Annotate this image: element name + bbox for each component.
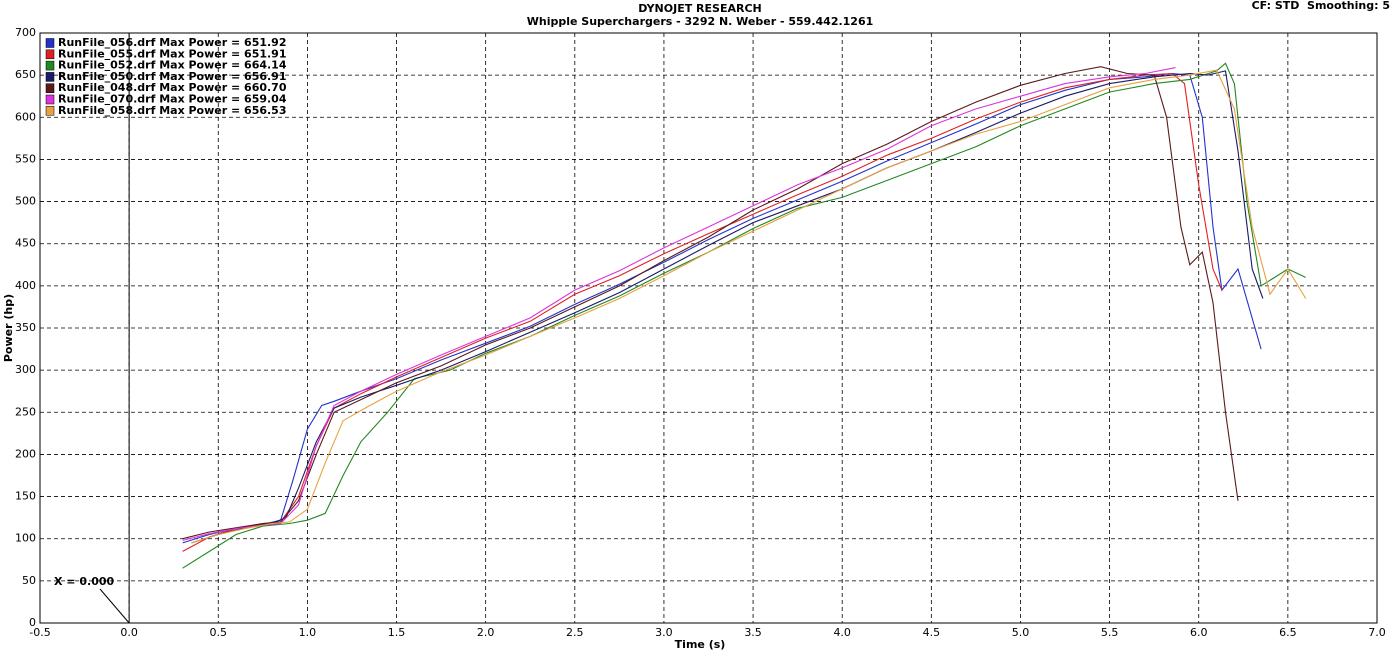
legend-label: RunFile_056.drf Max Power = 651.92 — [58, 36, 287, 49]
x-axis-label: Time (s) — [675, 638, 726, 651]
x-tick-label: 4.5 — [923, 626, 941, 639]
legend-label: RunFile_070.drf Max Power = 659.04 — [58, 93, 287, 106]
legend-swatch — [45, 72, 55, 82]
legend-swatch — [45, 60, 55, 71]
legend-swatch — [45, 49, 55, 60]
legend-label: RunFile_050.drf Max Power = 656.91 — [58, 70, 287, 83]
x-tick-label: 6.5 — [1279, 626, 1297, 639]
x-tick-label: 3.0 — [655, 626, 673, 639]
y-tick-label: 700 — [15, 26, 36, 39]
chart-title: DYNOJET RESEARCH — [638, 2, 761, 15]
x-tick-label: 5.5 — [1101, 626, 1119, 639]
y-tick-label: 150 — [15, 490, 36, 503]
series-line — [182, 66, 1239, 540]
legend-label: RunFile_058.drf Max Power = 656.53 — [58, 104, 287, 117]
x-tick-label: 3.5 — [744, 626, 762, 639]
y-tick-label: 450 — [15, 237, 36, 250]
y-tick-label: 0 — [29, 616, 36, 629]
annotation: X = 0.000 — [54, 575, 114, 588]
plot-border — [39, 32, 1378, 624]
legend-label: RunFile_052.drf Max Power = 664.14 — [58, 59, 287, 72]
y-tick-label: 200 — [15, 447, 36, 460]
series-line — [182, 72, 1223, 552]
x-tick-label: 0.5 — [210, 626, 228, 639]
y-tick-label: 400 — [15, 279, 36, 292]
x-tick-label: 1.0 — [299, 626, 317, 639]
y-tick-label: 50 — [22, 574, 36, 587]
chart-subtitle: Whipple Superchargers - 3292 N. Weber - … — [527, 15, 874, 28]
legend-label: RunFile_048.drf Max Power = 660.70 — [58, 81, 287, 94]
legend-swatch — [45, 38, 55, 48]
y-tick-label: 300 — [15, 363, 36, 376]
x-tick-label: 4.0 — [833, 626, 851, 639]
x-tick-label: 0.0 — [120, 626, 138, 639]
y-tick-label: 600 — [15, 110, 36, 123]
x-tick-label: 2.0 — [477, 626, 495, 639]
legend-swatch — [45, 106, 55, 116]
series-line — [191, 70, 1264, 544]
y-tick-label: 250 — [15, 405, 36, 418]
y-tick-label: 100 — [15, 532, 36, 545]
x-tick-label: 7.0 — [1368, 626, 1386, 639]
y-tick-label: 550 — [15, 152, 36, 165]
legend-label: RunFile_055.drf Max Power = 651.91 — [58, 47, 287, 60]
x-tick-label: 5.0 — [1012, 626, 1030, 639]
x-tick-label: -0.5 — [29, 626, 50, 639]
legend-swatch — [45, 94, 55, 105]
series-line — [191, 69, 1307, 544]
series-line — [182, 72, 1262, 544]
corner-note: CF: STD Smoothing: 5 — [1252, 0, 1390, 12]
y-tick-label: 650 — [15, 68, 36, 81]
y-tick-label: 350 — [15, 321, 36, 334]
series-line — [182, 67, 1176, 541]
x-tick-label: 6.0 — [1190, 626, 1208, 639]
y-tick-label: 500 — [15, 195, 36, 208]
x-tick-label: 2.5 — [566, 626, 584, 639]
legend-swatch — [45, 83, 55, 93]
series-line — [182, 62, 1306, 569]
x-tick-label: 1.5 — [388, 626, 406, 639]
y-axis-label: Power (hp) — [2, 294, 15, 362]
annotation-pointer — [99, 588, 130, 624]
